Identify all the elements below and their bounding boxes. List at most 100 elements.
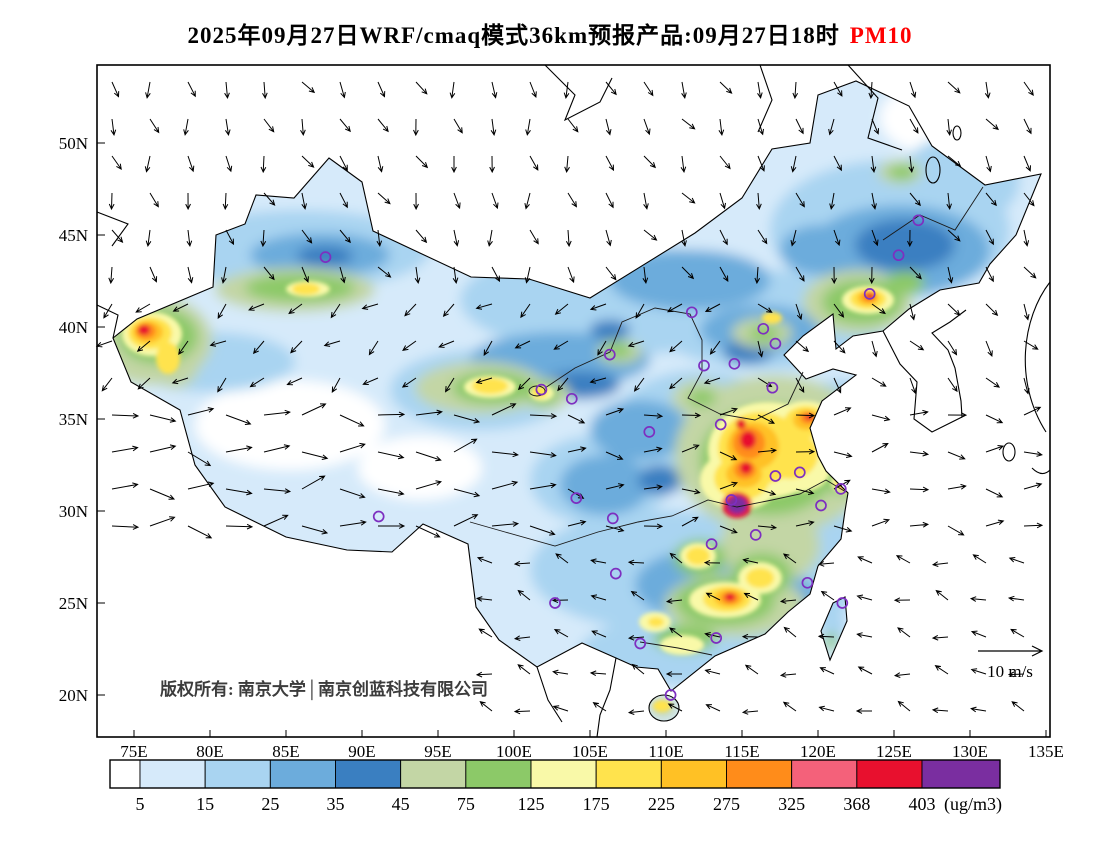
pm-field-blob [780, 225, 860, 275]
colorbar-segment [530, 759, 597, 789]
wind-vector-arrows [95, 81, 1044, 715]
lon-tick-label: 110E [648, 742, 683, 761]
station-marker [570, 492, 583, 504]
lon-tick-label: 135E [1028, 742, 1064, 761]
station-marker [606, 512, 619, 525]
station-marker [769, 470, 782, 482]
pm-field-blob [156, 342, 180, 374]
station-marker [834, 483, 847, 495]
page-title: 2025年09月27日WRF/cmaq模式36km预报产品:09月27日18时 P… [0, 16, 1100, 50]
pm-field-blob [560, 455, 650, 515]
pm-field-blob [740, 462, 752, 474]
pm-field-blob [590, 400, 690, 460]
lat-tick-label: 30N [59, 502, 88, 521]
yellow-river [544, 307, 804, 421]
pm-field-blob [590, 320, 630, 340]
pm-field-blob [855, 219, 955, 271]
pm-field-blob [736, 419, 746, 429]
colorbar-segment [856, 759, 923, 789]
pm-field-blob [604, 342, 632, 358]
colorbar-tick-label: 35 [327, 794, 345, 814]
station-marker [565, 392, 578, 405]
pm-field-blob [725, 593, 735, 601]
russia-river-lines [544, 64, 903, 151]
pm-field-blob [686, 547, 710, 565]
kyushu-coast [1031, 467, 1051, 475]
pm-field-blob [358, 436, 482, 500]
colorbar-tick-label: 5 [136, 794, 145, 814]
station-marker [535, 383, 548, 396]
lon-tick-label: 100E [496, 742, 532, 761]
colorbar-segment [335, 759, 402, 789]
axis-labels: 50N 45N 40N 35N 30N 25N 20N 75E 80E 85E 90E 95E 100E… [59, 134, 1064, 761]
hainan-island [648, 694, 680, 722]
wind-scale-legend: 10 m/s [978, 645, 1044, 681]
station-marker [728, 357, 741, 370]
colorbar-tick-label: 25 [261, 794, 279, 814]
pm-field-blob [740, 431, 756, 449]
station-marker [609, 567, 622, 580]
colorbar-tick-label: 125 [518, 794, 545, 814]
lat-tick-label: 20N [59, 686, 88, 705]
pm-field-blob [731, 500, 743, 510]
pm-field-blob [638, 465, 682, 495]
pm-field-blob [688, 389, 716, 407]
colorbar-outline [109, 759, 1001, 789]
small-island [952, 125, 962, 141]
title-main: 2025年09月27日WRF/cmaq模式36km预报产品:09月27日18时 [187, 23, 840, 48]
kazakhstan-lines [96, 211, 129, 339]
station-marker [725, 494, 738, 506]
lat-tick-label: 45N [59, 226, 88, 245]
station-marker [549, 597, 561, 609]
copyright-text: 版权所有: 南京大学│南京创蓝科技有限公司 [160, 679, 488, 701]
lon-tick-label: 120E [800, 742, 836, 761]
colorbar-segment [465, 759, 532, 789]
colorbar-segment [791, 759, 858, 789]
songhua-river [882, 186, 984, 241]
pm-field-blob [292, 283, 320, 295]
pm-field-blob [653, 700, 671, 712]
indochina-border [536, 666, 563, 723]
colorbar-segment [660, 759, 727, 789]
rivers [469, 186, 984, 656]
colorbar-segment [269, 759, 336, 789]
station-marker [757, 322, 770, 335]
pm-field-blob [880, 81, 1010, 156]
korea-coastline [882, 309, 967, 433]
station-marker [863, 288, 876, 300]
lat-tick-label: 25N [59, 594, 88, 613]
pm-field-blob [297, 245, 353, 267]
station-marker [892, 249, 905, 262]
pm-field-blob [195, 380, 385, 470]
lat-tick-label: 40N [59, 318, 88, 337]
station-marker [685, 306, 698, 319]
station-marker [603, 348, 616, 361]
lat-tick-label: 35N [59, 410, 88, 429]
colorbar-tick-label: 175 [583, 794, 610, 814]
station-marker [769, 337, 782, 350]
pm-field-blob [825, 633, 837, 651]
pm-field-blob [762, 312, 782, 324]
station-marker [372, 510, 385, 523]
station-marker [749, 529, 762, 541]
pm-field-blob [648, 617, 664, 627]
colorbar-segment [726, 759, 793, 789]
pm-field-blob [746, 568, 774, 588]
lon-tick-label: 85E [272, 742, 299, 761]
japan-coastline [1024, 281, 1051, 433]
vietnam-coastline [596, 657, 617, 738]
lon-tick-label: 115E [724, 742, 759, 761]
lon-tick-label: 75E [120, 742, 147, 761]
colorbar-tick-label: 75 [457, 794, 475, 814]
station-marker [912, 214, 925, 227]
yangtze-river [469, 479, 847, 547]
pm-field-blob [610, 250, 770, 310]
station-marker [710, 632, 723, 644]
colorbar-segment [921, 759, 1001, 789]
colorbar-segment [109, 759, 141, 789]
colorbar-tick-label: 225 [648, 794, 675, 814]
station-marker [766, 381, 779, 394]
station-marker [705, 538, 718, 550]
pm-field-blob [660, 635, 704, 655]
